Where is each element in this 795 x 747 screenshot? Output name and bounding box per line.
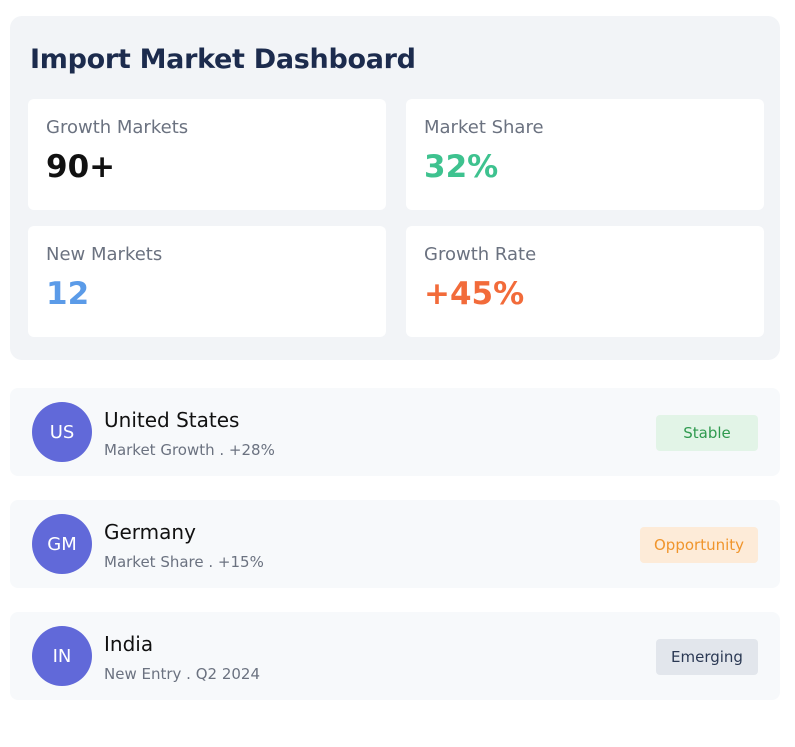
summary-panel: Import Market Dashboard Growth Markets 9… [10,16,780,360]
market-row[interactable]: IN India New Entry . Q2 2024 Emerging [10,612,780,700]
market-name: Germany [104,520,196,544]
stat-label: New Markets [46,244,163,265]
market-row[interactable]: GM Germany Market Share . +15% Opportuni… [10,500,780,588]
market-name: United States [104,408,240,432]
stat-label: Growth Markets [46,117,189,138]
status-badge: Opportunity [640,527,758,563]
market-detail: New Entry . Q2 2024 [104,665,260,683]
stat-card: Growth Markets 90+ [28,99,386,210]
stat-value: 90+ [46,149,116,185]
stat-label: Market Share [424,117,544,138]
stat-card: Growth Rate +45% [406,226,764,337]
market-detail: Market Growth . +28% [104,441,275,459]
market-name: India [104,632,154,656]
stat-card: New Markets 12 [28,226,386,337]
dashboard-title: Import Market Dashboard [30,44,416,75]
status-badge: Emerging [656,639,758,675]
status-badge: Stable [656,415,758,451]
avatar: US [32,402,92,462]
stat-label: Growth Rate [424,244,537,265]
stat-value: +45% [424,276,525,312]
market-detail: Market Share . +15% [104,553,264,571]
avatar: IN [32,626,92,686]
market-row[interactable]: US United States Market Growth . +28% St… [10,388,780,476]
stat-value: 12 [46,276,90,312]
stat-value: 32% [424,149,499,185]
stat-card: Market Share 32% [406,99,764,210]
avatar: GM [32,514,92,574]
